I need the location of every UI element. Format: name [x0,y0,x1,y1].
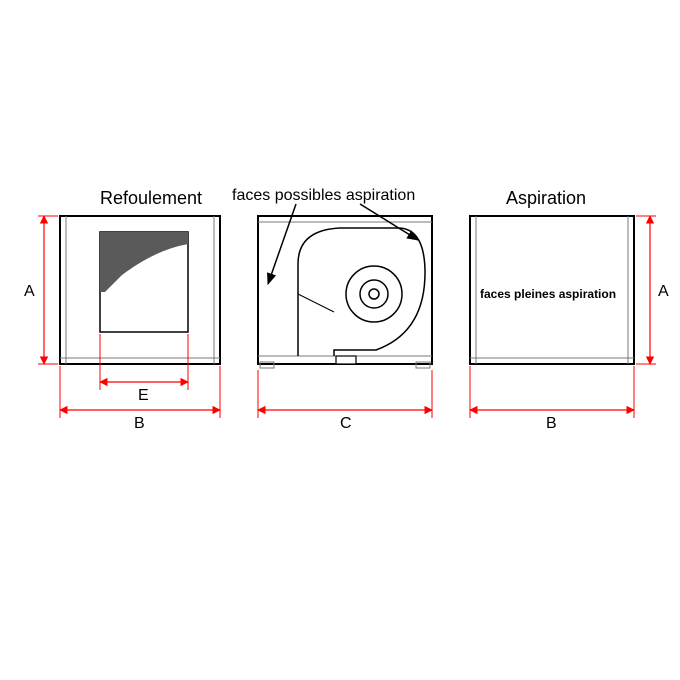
note-faces-pleines: faces pleines aspiration [480,287,616,301]
dim-A-left: A [24,216,58,364]
dim-B-right: B [470,366,634,432]
svg-text:B: B [134,415,145,432]
svg-text:A: A [24,283,35,300]
svg-text:E: E [138,387,149,404]
svg-text:C: C [340,415,352,432]
svg-text:A: A [658,283,669,300]
title-center-note: faces possibles aspiration [232,187,415,204]
dim-C: C [258,370,432,432]
dim-A-right: A [636,216,669,364]
view-refoulement [60,216,220,364]
title-aspiration: Aspiration [506,188,586,208]
title-refoulement: Refoulement [100,188,202,208]
dim-E: E [100,334,188,404]
view-aspiration: faces pleines aspiration [470,216,634,364]
svg-text:B: B [546,415,557,432]
